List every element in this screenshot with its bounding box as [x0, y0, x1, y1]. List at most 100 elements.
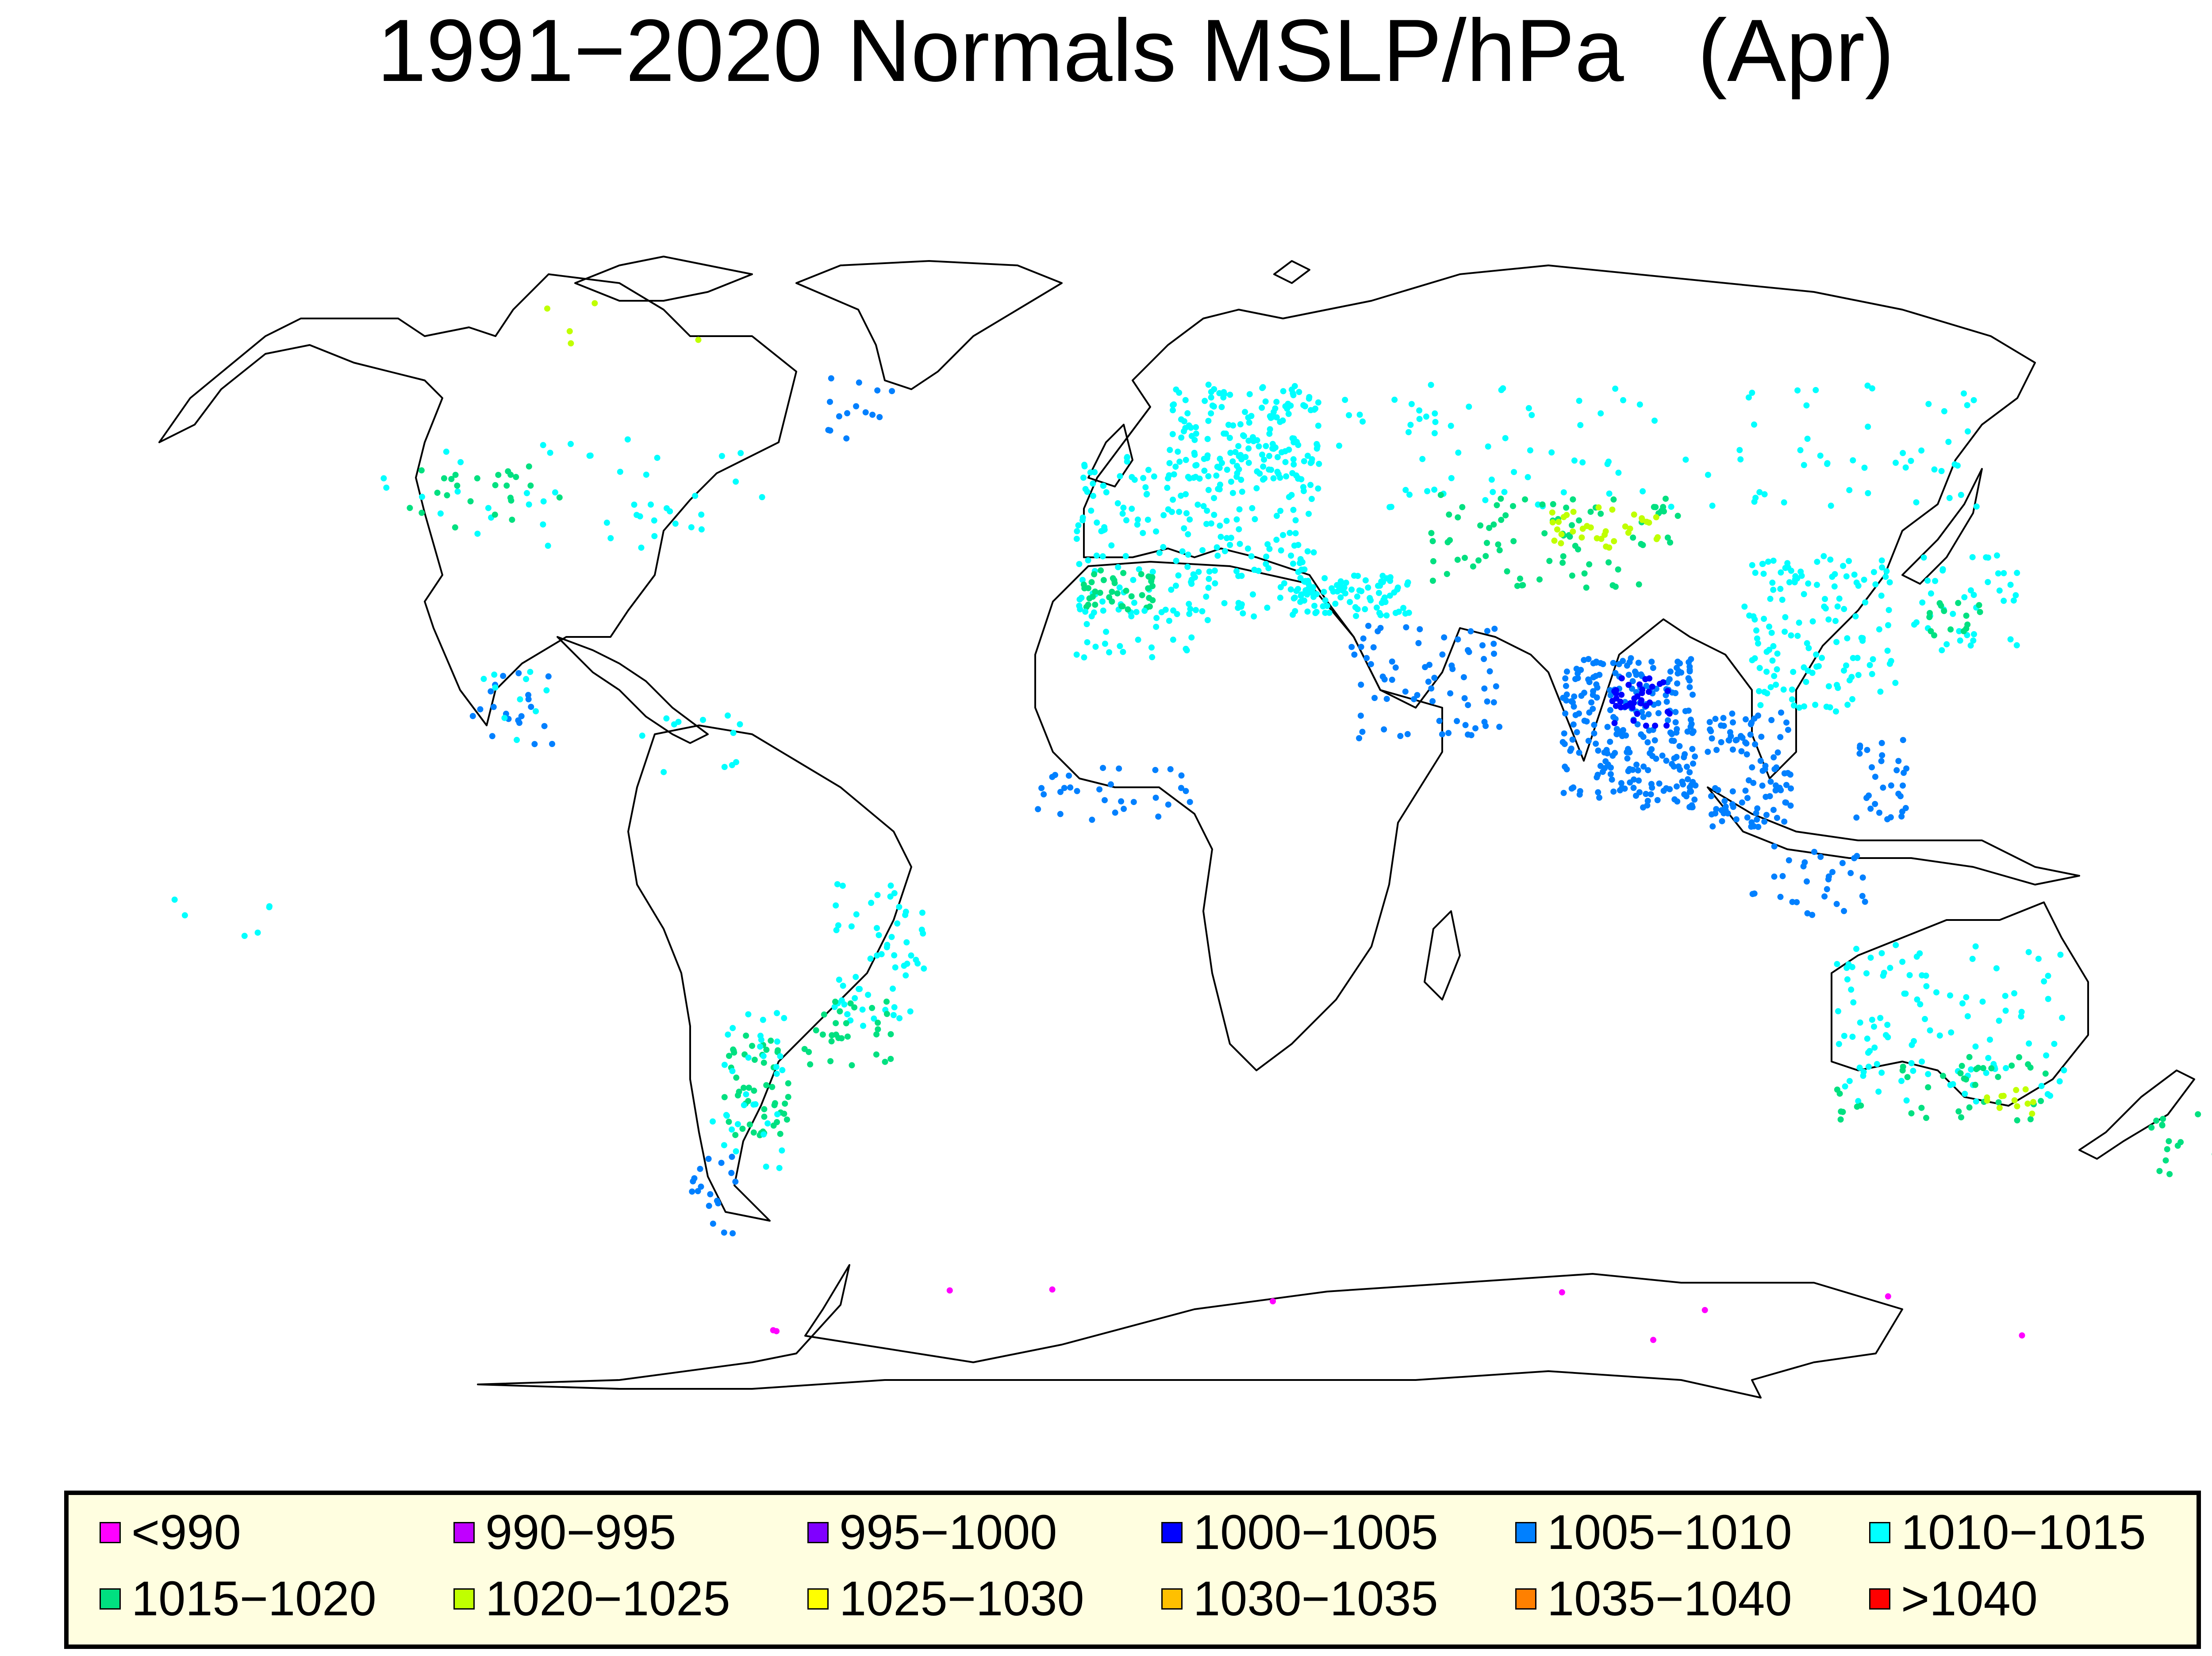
station-dot	[1617, 787, 1623, 794]
station-dot	[887, 882, 894, 889]
station-dot	[1965, 428, 1971, 435]
station-dot	[1484, 698, 1490, 705]
station-dot	[1771, 673, 1778, 679]
station-dot	[1160, 512, 1167, 518]
station-dot	[1445, 730, 1452, 736]
station-dot	[760, 1131, 767, 1138]
station-dot	[1465, 731, 1471, 738]
station-dot	[1164, 484, 1171, 491]
station-dot	[1659, 752, 1666, 759]
station-dot	[1751, 498, 1758, 505]
station-dot	[1120, 648, 1126, 655]
station-dot	[873, 1031, 880, 1038]
station-dot	[1074, 528, 1080, 534]
station-dot	[1664, 534, 1671, 541]
station-dot	[1884, 816, 1891, 823]
station-dot	[1814, 559, 1820, 565]
station-dot	[1415, 640, 1422, 646]
station-dot	[1183, 647, 1190, 654]
station-dot	[1874, 1061, 1880, 1067]
canadian-arctic-outline	[574, 256, 753, 302]
station-dot	[1749, 764, 1755, 770]
station-dot	[1709, 735, 1715, 742]
station-dot	[1280, 532, 1286, 538]
station-dot	[1114, 500, 1121, 506]
station-dot	[664, 505, 670, 512]
station-dot	[1273, 537, 1280, 543]
station-dot	[1777, 586, 1784, 592]
station-dot	[1653, 536, 1660, 542]
station-dot	[1498, 517, 1505, 523]
station-dot	[1249, 505, 1256, 511]
station-dot	[1423, 413, 1429, 420]
station-dot	[181, 912, 188, 919]
station-dot	[1668, 503, 1674, 510]
station-dot	[1923, 1115, 1929, 1121]
station-dot	[1828, 502, 1834, 509]
station-dot	[1352, 604, 1359, 610]
station-dot	[1261, 475, 1268, 482]
station-dot	[1769, 579, 1776, 586]
station-dot	[1245, 460, 1252, 466]
station-dot	[1292, 517, 1299, 524]
station-dot	[549, 741, 555, 747]
station-dot	[1786, 857, 1792, 863]
central-america-outline	[557, 636, 709, 744]
station-dot	[1576, 398, 1582, 404]
station-dot	[1455, 449, 1462, 456]
station-dot	[1570, 699, 1576, 705]
station-dot	[1266, 466, 1272, 473]
station-dot	[1339, 587, 1346, 594]
station-dot	[890, 1012, 897, 1018]
station-dot	[1085, 602, 1091, 608]
station-dot	[1649, 683, 1655, 690]
station-dot	[1134, 521, 1141, 528]
station-dot	[1432, 410, 1438, 417]
station-dot	[774, 1010, 780, 1016]
station-dot	[1149, 568, 1156, 575]
station-dot	[1759, 767, 1766, 774]
station-dot	[1629, 767, 1636, 773]
station-dot	[724, 1112, 730, 1119]
station-dot	[1187, 516, 1193, 523]
station-dot	[1630, 700, 1637, 706]
station-dot	[1259, 385, 1266, 391]
station-dot	[1079, 514, 1086, 521]
station-dot	[1860, 1069, 1867, 1075]
station-dot	[1939, 647, 1945, 654]
station-dot	[1226, 435, 1233, 441]
station-dot	[1618, 675, 1625, 682]
station-dot	[1461, 695, 1468, 702]
station-dot	[1041, 791, 1047, 797]
station-dot	[2038, 1098, 2044, 1104]
station-dot	[454, 488, 461, 495]
station-dot	[730, 730, 737, 736]
legend-item: 995−1000	[807, 1508, 1057, 1557]
station-dot	[1846, 558, 1852, 564]
station-dot	[1099, 553, 1106, 560]
station-dot	[1567, 748, 1574, 754]
station-dot	[1712, 716, 1719, 722]
station-dot	[1149, 654, 1156, 660]
station-dot	[1852, 613, 1859, 620]
station-dot	[1298, 476, 1305, 483]
station-dot	[1282, 459, 1289, 465]
station-dot	[1176, 458, 1183, 465]
station-dot	[1184, 410, 1191, 417]
station-dot	[1843, 662, 1849, 669]
station-dot	[2012, 592, 2019, 598]
station-dot	[1470, 563, 1476, 570]
station-dot	[1646, 689, 1652, 695]
station-dot	[887, 1031, 894, 1038]
station-dot	[1705, 748, 1711, 755]
station-dot	[2008, 1062, 2015, 1069]
station-dot	[1266, 430, 1273, 437]
station-dot	[1594, 774, 1600, 781]
station-dot	[773, 1064, 780, 1070]
station-dot	[1844, 635, 1851, 642]
station-dot	[1985, 554, 1991, 561]
station-dot	[1962, 1091, 1968, 1097]
legend-item: <990	[100, 1508, 241, 1557]
station-dot	[1593, 740, 1599, 747]
station-dot	[1933, 989, 1939, 996]
